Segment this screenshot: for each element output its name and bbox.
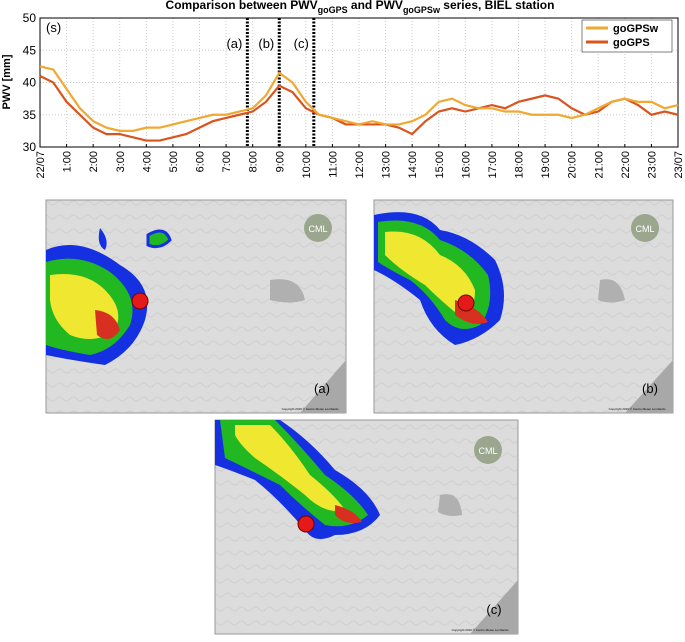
y-tick-label: 45 xyxy=(23,43,37,57)
x-tick-label: 3:00 xyxy=(115,151,127,172)
x-tick-label: 23/07 xyxy=(673,151,685,179)
x-tick-label: 18:00 xyxy=(514,151,526,179)
logo xyxy=(631,214,659,242)
title-subscript: goGPS xyxy=(318,5,348,15)
logo-text: CML xyxy=(635,224,654,234)
logo-text: CML xyxy=(478,446,497,456)
station-marker xyxy=(131,292,149,310)
x-tick-label: 11:00 xyxy=(327,151,339,178)
radar-echo xyxy=(146,229,172,249)
radar-echo xyxy=(95,310,120,339)
plot-frame xyxy=(39,17,679,148)
map-a: CML (a) Copyright 2016 © Centro Meteo Lo… xyxy=(45,199,347,414)
station-marker xyxy=(457,294,475,312)
lake xyxy=(438,494,462,516)
y-tick-label: 35 xyxy=(23,108,37,122)
title-part: Comparison between PWV xyxy=(166,0,318,12)
radar-echo xyxy=(98,228,107,250)
legend-box xyxy=(581,19,673,53)
x-tick-label: 8:00 xyxy=(248,151,260,172)
x-tick-label: 1:00 xyxy=(62,151,74,172)
sea xyxy=(470,580,518,634)
x-tick-label: 2:00 xyxy=(88,151,100,172)
map-label: (c) xyxy=(486,602,501,617)
chart-title: Comparison between PWVgoGPS and PWVgoGPS… xyxy=(166,0,555,15)
map-label: (a) xyxy=(314,381,330,396)
copyright: Copyright 2016 © Centro Meteo Lombardo xyxy=(609,407,666,411)
panel-label: (s) xyxy=(46,20,61,35)
x-tick-label: 23:00 xyxy=(646,151,658,179)
y-tick-label: 40 xyxy=(23,76,37,90)
title-part: series, BIEL station xyxy=(440,0,555,12)
x-tick-label: 20:00 xyxy=(567,151,579,179)
map-c: CML (c) Copyright 2016 © Centro Meteo Lo… xyxy=(214,419,519,635)
x-tick-label: 12:00 xyxy=(354,151,366,179)
x-tick-label: 22/07 xyxy=(35,151,47,179)
x-tick-label: 16:00 xyxy=(460,151,472,179)
title-subscript: goGPSw xyxy=(403,5,441,15)
title-part: and PWV xyxy=(348,0,403,12)
x-tick-label: 5:00 xyxy=(168,151,180,172)
sea xyxy=(300,360,346,413)
lake xyxy=(598,279,625,303)
logo xyxy=(304,214,332,242)
event-label: (b) xyxy=(258,36,274,51)
legend-label: goGPS xyxy=(613,37,650,49)
x-tick-label: 15:00 xyxy=(434,151,446,179)
x-tick-label: 17:00 xyxy=(487,151,499,179)
legend-label: goGPSw xyxy=(613,23,659,35)
x-tick-label: 4:00 xyxy=(141,151,153,172)
map-label: (b) xyxy=(642,381,658,396)
x-tick-label: 7:00 xyxy=(221,151,233,172)
sea xyxy=(625,360,673,413)
x-tick-label: 19:00 xyxy=(540,151,552,179)
x-tick-label: 13:00 xyxy=(381,151,393,179)
map-b: CML (b) Copyright 2016 © Centro Meteo Lo… xyxy=(373,199,674,414)
series-line xyxy=(39,65,679,132)
x-tick-label: 9:00 xyxy=(274,151,286,172)
copyright: Copyright 2016 © Centro Meteo Lombardo xyxy=(282,407,339,411)
event-label: (c) xyxy=(294,36,309,51)
copyright: Copyright 2016 © Centro Meteo Lombardo xyxy=(452,628,509,632)
radar-echo xyxy=(235,425,345,511)
y-tick-label: 50 xyxy=(23,11,37,25)
station-marker xyxy=(297,515,315,533)
x-tick-label: 22:00 xyxy=(620,151,632,179)
logo-text: CML xyxy=(308,224,327,234)
x-tick-label: 21:00 xyxy=(593,151,605,179)
y-axis-label: PWV [mm] xyxy=(1,54,13,109)
x-tick-label: 10:00 xyxy=(301,151,313,179)
x-tick-label: 14:00 xyxy=(407,151,419,179)
logo xyxy=(474,436,502,464)
event-label: (a) xyxy=(226,36,242,51)
lake xyxy=(270,279,305,303)
x-tick-label: 6:00 xyxy=(195,151,207,172)
radar-echo xyxy=(335,505,362,524)
radar-echo xyxy=(385,231,475,318)
y-tick-label: 30 xyxy=(23,140,37,154)
